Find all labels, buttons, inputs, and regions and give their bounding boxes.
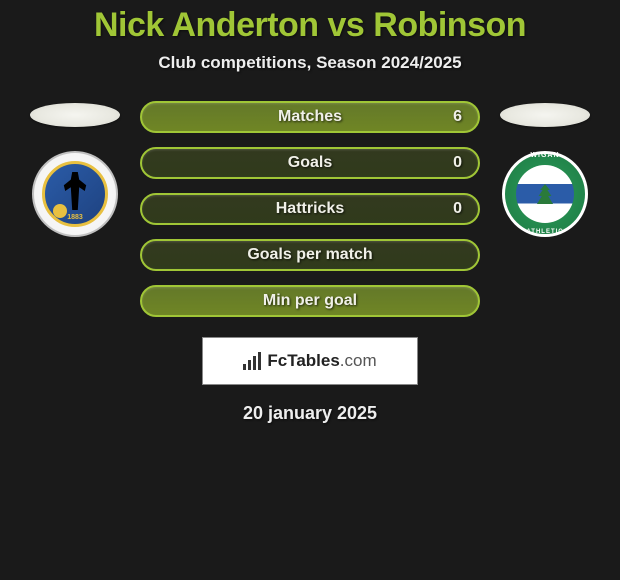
stat-row-min-per-goal: Min per goal bbox=[140, 285, 480, 317]
stat-value: 6 bbox=[453, 108, 462, 126]
club-badge-bristol-rovers[interactable]: 1883 bbox=[32, 151, 118, 237]
badge-inner: 1883 bbox=[42, 161, 108, 227]
player-photo-placeholder-left bbox=[30, 103, 120, 127]
stat-label: Min per goal bbox=[263, 292, 357, 310]
brand-name: FcTables bbox=[267, 351, 339, 370]
stat-value: 0 bbox=[453, 200, 462, 218]
date-text: 20 january 2025 bbox=[243, 403, 377, 424]
stats-column: Matches 6 Goals 0 Hattricks 0 Goals per … bbox=[140, 101, 480, 317]
stat-row-matches: Matches 6 bbox=[140, 101, 480, 133]
stat-label: Hattricks bbox=[276, 200, 344, 218]
badge-arc-top: WIGAN bbox=[505, 152, 585, 159]
stat-label: Goals per match bbox=[247, 246, 372, 264]
stat-value: 0 bbox=[453, 154, 462, 172]
brand-domain: .com bbox=[340, 351, 377, 370]
ball-icon bbox=[53, 204, 67, 218]
stat-row-hattricks: Hattricks 0 bbox=[140, 193, 480, 225]
stat-label: Goals bbox=[288, 154, 332, 172]
brand-link[interactable]: FcTables.com bbox=[202, 337, 418, 385]
player-photo-placeholder-right bbox=[500, 103, 590, 127]
club-badge-wigan-athletic[interactable]: WIGAN ATHLETIC bbox=[502, 151, 588, 237]
stat-row-goals-per-match: Goals per match bbox=[140, 239, 480, 271]
right-player-col: WIGAN ATHLETIC bbox=[490, 101, 600, 237]
pirate-icon bbox=[61, 172, 89, 210]
subtitle: Club competitions, Season 2024/2025 bbox=[158, 53, 461, 73]
left-player-col: 1883 bbox=[20, 101, 130, 237]
tree-icon bbox=[537, 184, 553, 204]
bar-chart-icon bbox=[243, 352, 263, 370]
badge-year: 1883 bbox=[67, 214, 83, 221]
page-title: Nick Anderton vs Robinson bbox=[94, 6, 526, 45]
badge-inner bbox=[516, 165, 574, 223]
comparison-card: Nick Anderton vs Robinson Club competiti… bbox=[0, 0, 620, 424]
badge-arc-bottom: ATHLETIC bbox=[505, 229, 585, 235]
stat-label: Matches bbox=[278, 108, 342, 126]
stat-row-goals: Goals 0 bbox=[140, 147, 480, 179]
main-row: 1883 Matches 6 Goals 0 Hattricks 0 Goals… bbox=[0, 101, 620, 317]
brand-text: FcTables.com bbox=[267, 351, 376, 371]
